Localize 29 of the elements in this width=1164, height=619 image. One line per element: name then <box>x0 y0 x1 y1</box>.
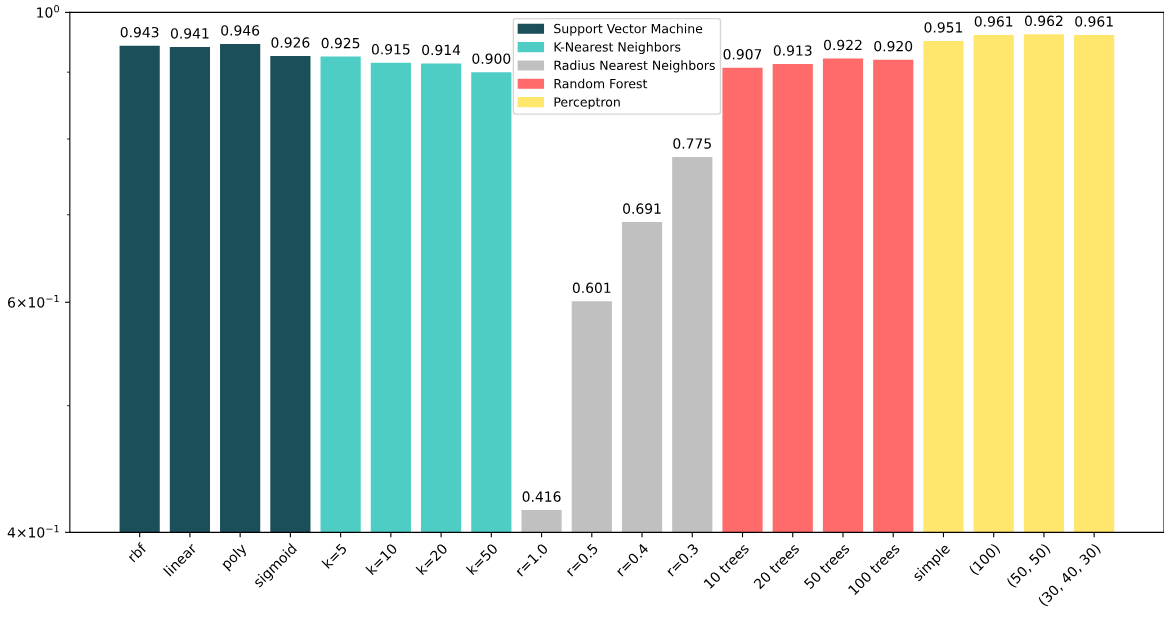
data-label: 0.914 <box>422 44 461 56</box>
data-label: 0.907 <box>723 49 762 60</box>
data-label: 0.915 <box>371 44 410 55</box>
legend-label: Random Forest <box>554 78 648 89</box>
y-tick-label: 6×10$^{−1}$ <box>8 295 59 308</box>
legend-label: Support Vector Machine <box>554 23 703 36</box>
data-label: 0.962 <box>1024 15 1063 27</box>
data-label: 0.946 <box>221 25 260 36</box>
data-label: 0.951 <box>924 22 963 33</box>
data-label: 0.920 <box>874 40 913 52</box>
data-label: 0.416 <box>522 491 561 502</box>
data-label: 0.961 <box>1075 16 1113 27</box>
data-label: 0.601 <box>572 282 611 294</box>
legend-label: Perceptron <box>554 97 620 110</box>
data-label: 0.691 <box>623 203 661 214</box>
x-tick-label: rbf <box>126 541 148 563</box>
data-label: 0.943 <box>120 26 159 38</box>
legend-label: Radius Nearest Neighbors <box>554 60 715 73</box>
data-label: 0.922 <box>824 39 862 51</box>
data-label: 0.941 <box>170 28 209 39</box>
data-label: 0.775 <box>673 138 711 149</box>
y-tick-label: 10$^{0}$ <box>37 5 60 18</box>
data-label: 0.925 <box>321 37 360 49</box>
data-label: 0.913 <box>773 45 812 56</box>
legend-label: K-Nearest Neighbors <box>554 41 681 55</box>
data-label: 0.926 <box>271 37 310 48</box>
data-label: 0.900 <box>472 53 511 64</box>
y-tick-label: 4×10$^{−1}$ <box>7 525 59 538</box>
data-label: 0.961 <box>974 16 1013 27</box>
